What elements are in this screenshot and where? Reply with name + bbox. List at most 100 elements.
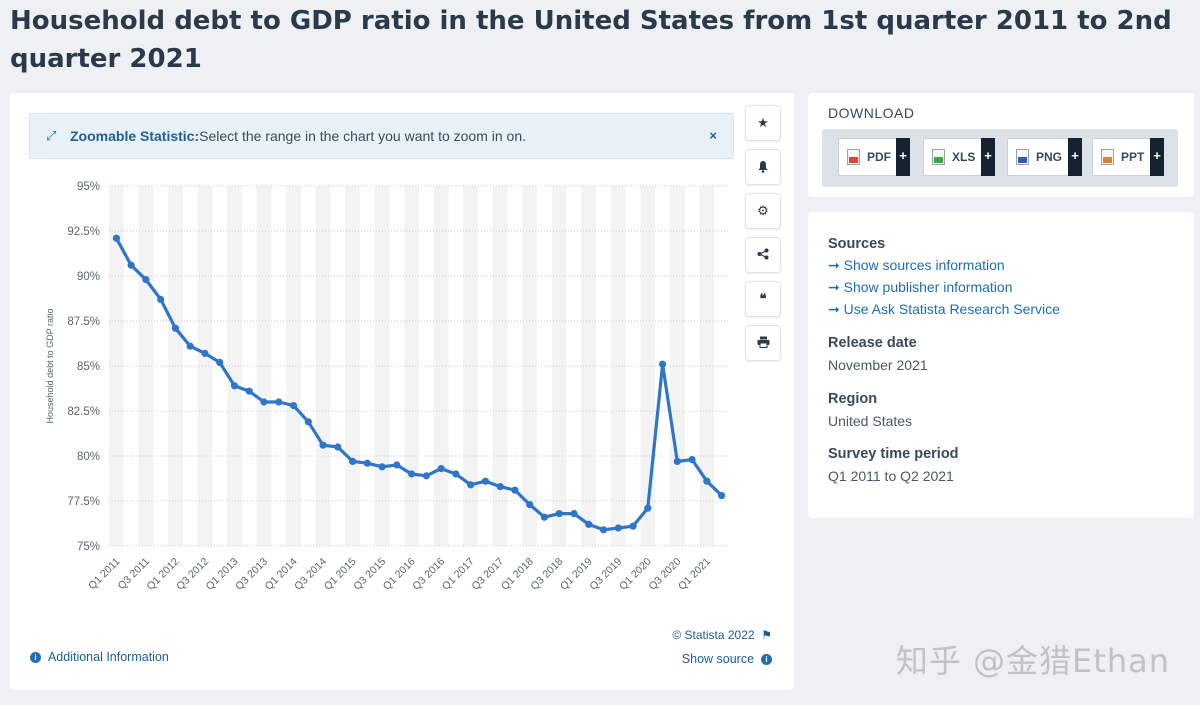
y-tick-label: 92.5% (67, 226, 100, 238)
y-tick-label: 85% (77, 361, 100, 373)
data-point (673, 457, 681, 465)
zoom-banner-message: Select the range in the chart you want t… (199, 128, 527, 144)
download-panel: DOWNLOAD PDF + XLS + PNG + PPT + (808, 93, 1194, 197)
download-xls-button[interactable]: XLS + (923, 138, 995, 176)
data-point (658, 360, 667, 368)
credit-text: © Statista 2022 (672, 628, 755, 642)
data-point (334, 443, 342, 451)
zoom-banner: ⤢ Zoomable Statistic:Select the range in… (29, 113, 734, 159)
data-point (703, 477, 711, 485)
data-point (614, 524, 622, 532)
info-icon: i (30, 652, 41, 663)
additional-information-label: Additional Information (47, 650, 169, 664)
column-band (610, 186, 626, 546)
download-pdf-label: PDF (867, 150, 891, 164)
ask-statista-label: Use Ask Statista Research Service (843, 301, 1060, 317)
y-axis-label: Household debt to GDP ratio (45, 309, 55, 424)
gear-icon: ⚙ (757, 203, 769, 218)
column-band (640, 186, 656, 546)
download-png-button[interactable]: PNG + (1007, 138, 1082, 176)
data-point (171, 324, 180, 332)
y-tick-label: 82.5% (67, 406, 100, 418)
download-png-label: PNG (1036, 150, 1063, 164)
data-point (393, 461, 401, 469)
y-tick-label: 87.5% (67, 316, 100, 328)
x-tick-label: Q1 2011 (86, 556, 123, 593)
watermark: 知乎 @金猎Ethan (895, 642, 1170, 680)
download-xls-label: XLS (952, 150, 976, 164)
y-tick-label: 90% (77, 271, 100, 283)
page-title: Household debt to GDP ratio in the Unite… (10, 6, 1172, 74)
data-point (585, 520, 593, 528)
survey-period-title: Survey time period (828, 446, 959, 462)
download-ppt-button[interactable]: PPT + (1092, 138, 1164, 176)
line-chart[interactable]: 95% 92.5% 90% 87.5% 85% 82.5% 80% 77.5% 75% House… (10, 93, 794, 690)
settings-button[interactable]: ⚙ (745, 193, 781, 229)
png-file-icon (1016, 149, 1029, 165)
pdf-file-icon (847, 149, 860, 165)
bell-icon (758, 161, 768, 173)
region-value: United States (828, 413, 913, 429)
additional-information-link[interactable]: i Additional Information (30, 650, 169, 664)
statistic-info-panel: Sources ➞ Show sources information ➞ Sho… (808, 212, 1194, 518)
download-pdf-button[interactable]: PDF + (838, 138, 910, 176)
data-point (260, 398, 268, 406)
share-button[interactable] (745, 237, 781, 273)
ask-statista-link[interactable]: ➞ Use Ask Statista Research Service (828, 301, 1060, 318)
data-point (378, 463, 386, 471)
favorite-button[interactable]: ★ (745, 105, 781, 141)
data-point (526, 501, 534, 509)
y-tick-label: 77.5% (67, 496, 100, 508)
data-point (718, 492, 726, 500)
data-point (289, 402, 298, 410)
plus-icon: + (896, 138, 910, 176)
arrow-icon: ➞ (828, 257, 840, 273)
data-point (511, 486, 519, 494)
data-point (496, 483, 504, 491)
zoom-expand-icon: ⤢ (46, 128, 57, 143)
data-point (452, 470, 460, 478)
data-point (112, 234, 120, 242)
survey-period-value: Q1 2011 to Q2 2021 (828, 468, 954, 484)
release-date-value: November 2021 (828, 357, 928, 373)
data-point (142, 276, 150, 284)
data-point (467, 481, 475, 489)
show-publisher-label: Show publisher information (843, 279, 1013, 295)
data-point (216, 358, 224, 366)
show-source-link[interactable]: Show source i (682, 652, 772, 666)
column-band (256, 186, 272, 546)
data-point (408, 470, 416, 478)
notification-button[interactable] (745, 149, 781, 185)
download-ppt-label: PPT (1121, 150, 1145, 164)
data-point (230, 382, 239, 390)
print-button[interactable] (745, 325, 781, 361)
y-tick-label: 80% (77, 451, 100, 463)
data-point (348, 457, 357, 465)
show-publisher-link[interactable]: ➞ Show publisher information (828, 279, 1013, 296)
download-bar: PDF + XLS + PNG + PPT + (822, 129, 1178, 187)
data-point (629, 522, 637, 530)
chart-panel: ⤢ Zoomable Statistic:Select the range in… (10, 93, 794, 690)
data-point (363, 459, 371, 467)
cite-button[interactable]: ❝ (745, 281, 781, 317)
data-point (437, 465, 445, 473)
plus-icon: + (1068, 138, 1082, 176)
xls-file-icon (932, 149, 945, 165)
zoom-banner-label: Zoomable Statistic: (70, 128, 200, 144)
data-point (422, 472, 430, 480)
download-title: DOWNLOAD (828, 105, 915, 121)
ppt-file-icon (1101, 149, 1114, 165)
copyright-credit[interactable]: © Statista 2022 ⚑ (672, 628, 772, 642)
data-point (157, 295, 165, 303)
data-point (201, 349, 209, 357)
x-tick-label: Q1 2021 (676, 556, 713, 593)
plus-icon: + (981, 138, 995, 176)
y-tick-label: 75% (77, 541, 100, 553)
data-point (186, 342, 194, 350)
column-band (433, 186, 449, 546)
data-point (245, 387, 253, 395)
zoom-banner-close-button[interactable]: × (709, 128, 717, 143)
show-source-label: Show source (681, 652, 755, 666)
data-point (275, 398, 283, 406)
show-sources-link[interactable]: ➞ Show sources information (828, 257, 1005, 274)
